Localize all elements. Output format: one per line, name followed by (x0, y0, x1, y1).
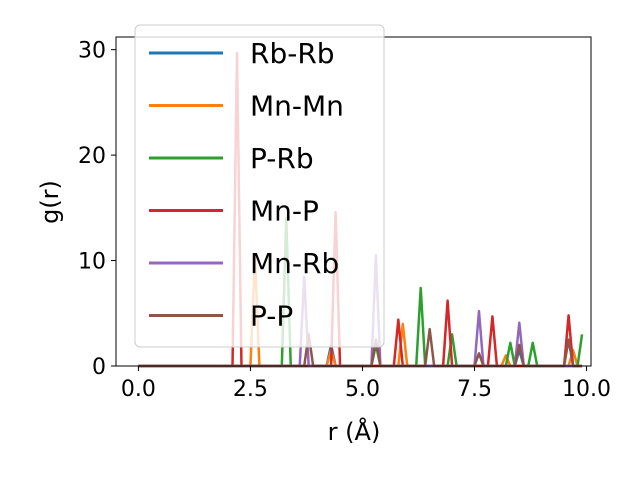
y-tick-label: 20 (78, 144, 106, 169)
y-axis-label: g(r) (36, 180, 64, 224)
x-tick-label: 10.0 (562, 377, 611, 402)
legend-label-3: Mn-P (250, 195, 319, 228)
x-axis-label: r (Å) (328, 417, 381, 446)
legend-label-4: Mn-Rb (250, 247, 339, 280)
legend-label-2: P-Rb (250, 142, 314, 175)
legend-label-5: P-P (250, 300, 293, 333)
legend: Rb-Rb Mn-Mn P-Rb Mn-P Mn-Rb P-P (134, 24, 385, 348)
x-tick-label: 2.5 (233, 377, 268, 402)
x-tick-label: 7.5 (457, 377, 492, 402)
x-tick-label: 5.0 (345, 377, 380, 402)
x-tick-label: 0.0 (121, 377, 156, 402)
y-tick-label: 30 (78, 39, 106, 64)
y-tick-label: 10 (78, 250, 106, 275)
legend-label-0: Rb-Rb (250, 37, 335, 70)
y-tick-label: 0 (92, 355, 106, 380)
ticks-layer: 0.0 2.5 5.0 7.5 10.0 0 10 20 30 (78, 39, 611, 402)
legend-label-1: Mn-Mn (250, 90, 344, 123)
